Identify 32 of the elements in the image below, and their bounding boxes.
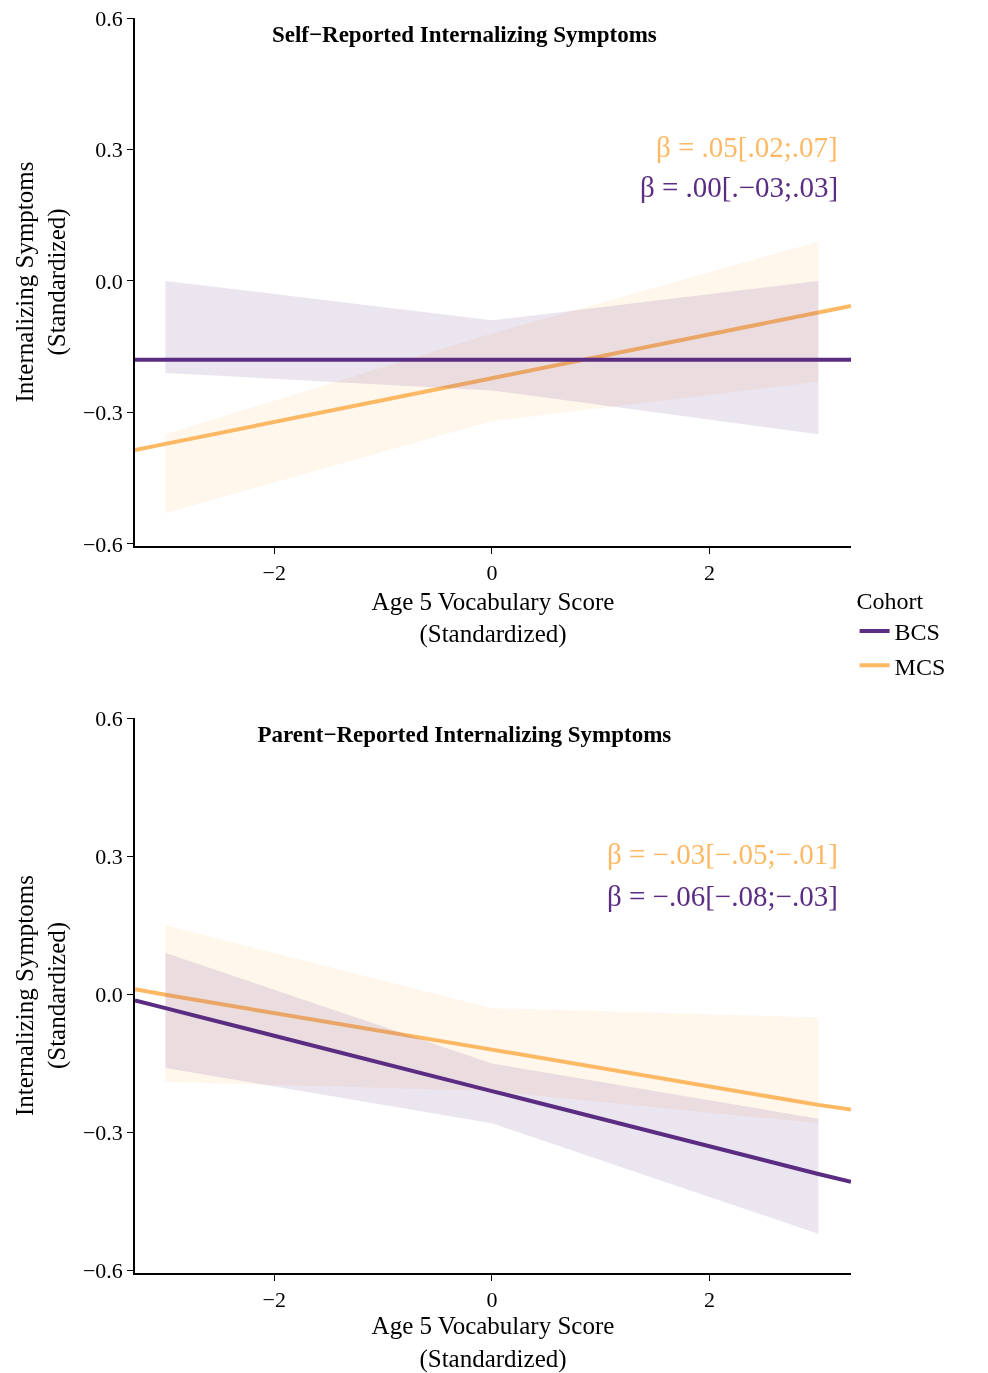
y-tick-label: −0.6 xyxy=(82,531,123,557)
legend-label: BCS xyxy=(894,619,940,646)
y-tick-label: −0.3 xyxy=(82,400,123,426)
x-axis-title: Age 5 Vocabulary Score (Standardized) xyxy=(371,1312,615,1373)
legend-title: Cohort xyxy=(856,587,924,614)
x-tick-label: −2 xyxy=(262,1287,286,1313)
chart-title: Self−Reported Internalizing Symptoms xyxy=(271,22,657,48)
y-tick-label: 0.6 xyxy=(95,5,123,31)
x-tick-label: 0 xyxy=(486,560,498,586)
y-tick-label: 0.3 xyxy=(95,137,123,163)
y-axis-title: Internalizing Symptoms (Standardized) xyxy=(10,875,72,1116)
chart-title: Parent−Reported Internalizing Symptoms xyxy=(257,722,672,748)
y-tick-label: −0.6 xyxy=(82,1258,123,1284)
line-series xyxy=(135,998,851,1184)
legend-label: MCS xyxy=(894,653,946,680)
y-tick-label: −0.3 xyxy=(82,1120,123,1146)
x-tick-label: 0 xyxy=(486,1287,498,1313)
annotation: β = .05[.02;.07] xyxy=(656,131,838,163)
x-tick-label: −2 xyxy=(262,560,286,586)
line-series xyxy=(135,987,851,1112)
x-tick-label: 2 xyxy=(704,560,716,586)
line-series xyxy=(135,303,851,453)
y-tick-label: 0.0 xyxy=(95,268,123,294)
annotation: β = .00[.−03;.03] xyxy=(640,171,839,203)
x-tick-label: 2 xyxy=(704,1287,716,1313)
y-tick-label: 0.6 xyxy=(95,705,123,731)
annotation: β = −.06[−.08;−.03] xyxy=(607,880,838,912)
y-axis-title: Internalizing Symptoms (Standardized) xyxy=(10,161,72,403)
annotation: β = −.03[−.05;−.01] xyxy=(607,838,838,870)
y-tick-label: 0.0 xyxy=(95,982,123,1008)
y-tick-label: 0.3 xyxy=(95,843,123,869)
x-axis-title: Age 5 Vocabulary Score (Standardized) xyxy=(371,587,615,649)
